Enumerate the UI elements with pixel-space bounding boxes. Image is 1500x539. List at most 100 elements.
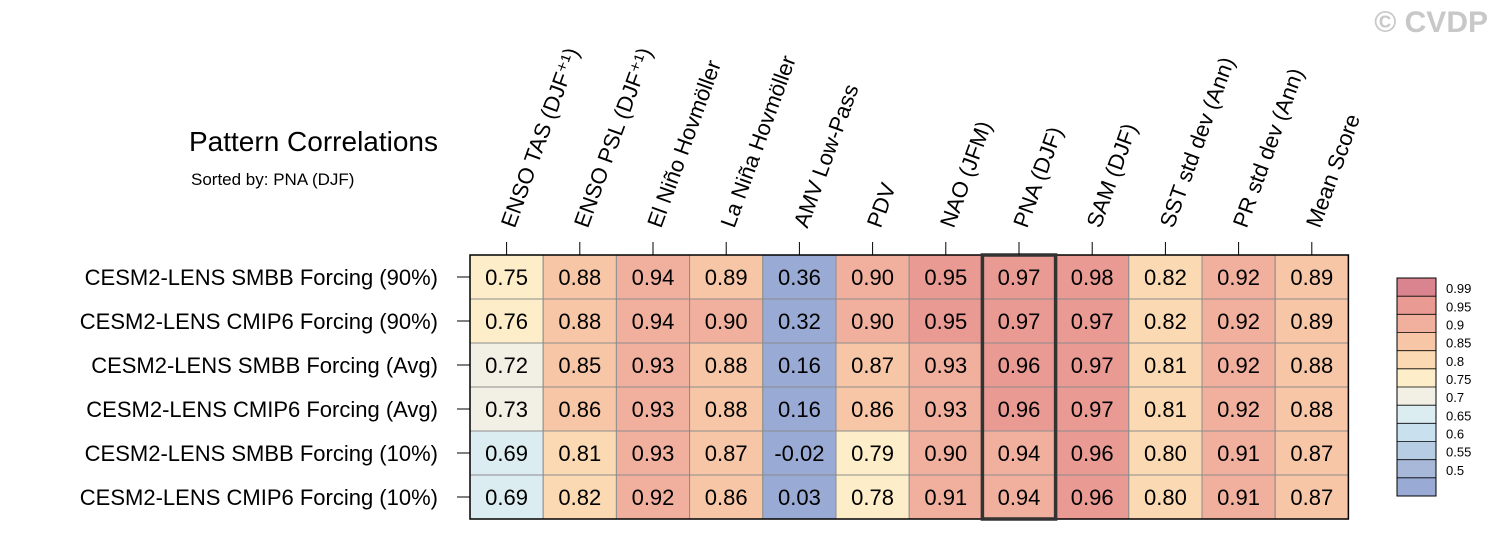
cell-value-label: 0.90 [705, 309, 748, 334]
row-label: CESM2-LENS SMBB Forcing (10%) [85, 441, 438, 466]
cell-value-label: 0.87 [1290, 441, 1333, 466]
heatmap-cell [469, 386, 544, 432]
cell-value-label: 0.96 [1071, 441, 1114, 466]
column-label: Mean Score [1301, 111, 1365, 231]
cell-value-label: 0.96 [1071, 485, 1114, 510]
cell-value-label: 0.96 [998, 397, 1041, 422]
heatmap-cell [1128, 474, 1203, 520]
heatmap-cell [981, 430, 1057, 476]
colorbar-band [1397, 441, 1436, 460]
cell-value-label: 0.97 [1071, 353, 1114, 378]
cell-value-label: 0.89 [1290, 309, 1333, 334]
cell-value-label: 0.75 [485, 265, 528, 290]
colorbar-label: 0.65 [1446, 408, 1471, 423]
heatmap-cell [1274, 254, 1349, 300]
chart-subtitle: Sorted by: PNA (DJF) [191, 170, 355, 189]
heatmap-cell [908, 298, 983, 344]
cell-value-label: 0.97 [1071, 397, 1114, 422]
cell-value-label: 0.94 [998, 441, 1041, 466]
heatmap-cell [689, 342, 764, 388]
cell-value-label: 0.86 [851, 397, 894, 422]
heatmap-cell [469, 474, 544, 520]
cell-value-label: 0.89 [1290, 265, 1333, 290]
cell-value-label: 0.93 [924, 353, 967, 378]
cell-value-label: 0.78 [851, 485, 894, 510]
colorbar-band [1397, 332, 1436, 351]
cell-value-label: 0.91 [1217, 441, 1260, 466]
heatmap-cell [762, 386, 837, 432]
heatmap-cell [542, 386, 617, 432]
cell-value-label: 0.92 [1217, 309, 1260, 334]
cell-value-label: 0.90 [924, 441, 967, 466]
chart-title: Pattern Correlations [189, 126, 439, 157]
cell-value-label: 0.97 [998, 265, 1041, 290]
heatmap-cell [835, 474, 910, 520]
cell-value-label: 0.92 [1217, 265, 1260, 290]
cell-value-label: 0.81 [1144, 397, 1187, 422]
heatmap-cell [615, 386, 691, 432]
colorbar-label: 0.8 [1446, 354, 1464, 369]
cell-value-label: 0.80 [1144, 441, 1187, 466]
heatmap-cell [981, 474, 1057, 520]
colorbar-label: 0.99 [1446, 281, 1471, 296]
cell-value-label: 0.93 [632, 397, 675, 422]
heatmap-cell [542, 474, 617, 520]
cell-value-label: 0.98 [1071, 265, 1114, 290]
heatmap-cell [762, 298, 837, 344]
heatmap-cell [1274, 342, 1349, 388]
cell-value-label: 0.86 [705, 485, 748, 510]
heatmap-cell [762, 474, 837, 520]
heatmap-cell [469, 298, 544, 344]
colorbar-frame [1396, 277, 1437, 497]
cell-value-label: 0.76 [485, 309, 528, 334]
colorbar-label: 0.95 [1446, 299, 1471, 314]
cell-value-label: 0.91 [1217, 485, 1260, 510]
heatmap-cell [908, 474, 983, 520]
heatmap-cell [689, 430, 764, 476]
colorbar-band [1397, 314, 1436, 333]
colorbar-band [1397, 423, 1436, 442]
cell-value-label: 0.95 [924, 265, 967, 290]
column-label: El Niño Hovmöller [642, 57, 726, 231]
cell-value-label: 0.93 [924, 397, 967, 422]
colorbar-band [1397, 350, 1436, 369]
cell-value-label: 0.80 [1144, 485, 1187, 510]
cell-value-label: 0.92 [1217, 397, 1260, 422]
cell-value-label: 0.92 [632, 485, 675, 510]
colorbar-label: 0.85 [1446, 336, 1471, 351]
cell-value-label: 0.82 [1144, 265, 1187, 290]
heatmap-cell [835, 430, 910, 476]
cell-value-label: 0.87 [705, 441, 748, 466]
cell-value-label: 0.86 [558, 397, 601, 422]
grid-frame [469, 254, 1350, 520]
heatmap-cell [1201, 254, 1276, 300]
cell-value-label: 0.89 [705, 265, 748, 290]
heatmap-cell [908, 386, 983, 432]
heatmap-cell [1128, 386, 1203, 432]
cell-value-label: 0.91 [924, 485, 967, 510]
colorbar-label: 0.55 [1446, 445, 1471, 460]
cell-value-label: 0.03 [778, 485, 821, 510]
colorbar-label: 0.7 [1446, 390, 1464, 405]
cell-value-label: 0.73 [485, 397, 528, 422]
heatmap-cell [1201, 430, 1276, 476]
row-label: CESM2-LENS CMIP6 Forcing (90%) [80, 309, 438, 334]
cell-value-label: 0.92 [1217, 353, 1260, 378]
column-label: La Niña Hovmöller [715, 52, 800, 231]
cell-value-label: 0.69 [485, 441, 528, 466]
colorbar-band [1397, 459, 1436, 478]
cell-value-label: 0.88 [558, 265, 601, 290]
cell-value-label: 0.82 [558, 485, 601, 510]
heatmap-cell [1128, 430, 1203, 476]
cell-value-label: 0.94 [632, 265, 675, 290]
cell-value-label: 0.82 [1144, 309, 1187, 334]
row-label: CESM2-LENS CMIP6 Forcing (10%) [80, 485, 438, 510]
colorbar-label: 0.5 [1446, 463, 1464, 478]
cell-value-label: 0.32 [778, 309, 821, 334]
cell-value-label: 0.88 [705, 397, 748, 422]
heatmap-cell [469, 342, 544, 388]
heatmap-cell [542, 254, 617, 300]
colorbar-band [1397, 477, 1436, 496]
column-label: SAM (DJF) [1081, 120, 1142, 231]
cell-value-label: 0.96 [998, 353, 1041, 378]
